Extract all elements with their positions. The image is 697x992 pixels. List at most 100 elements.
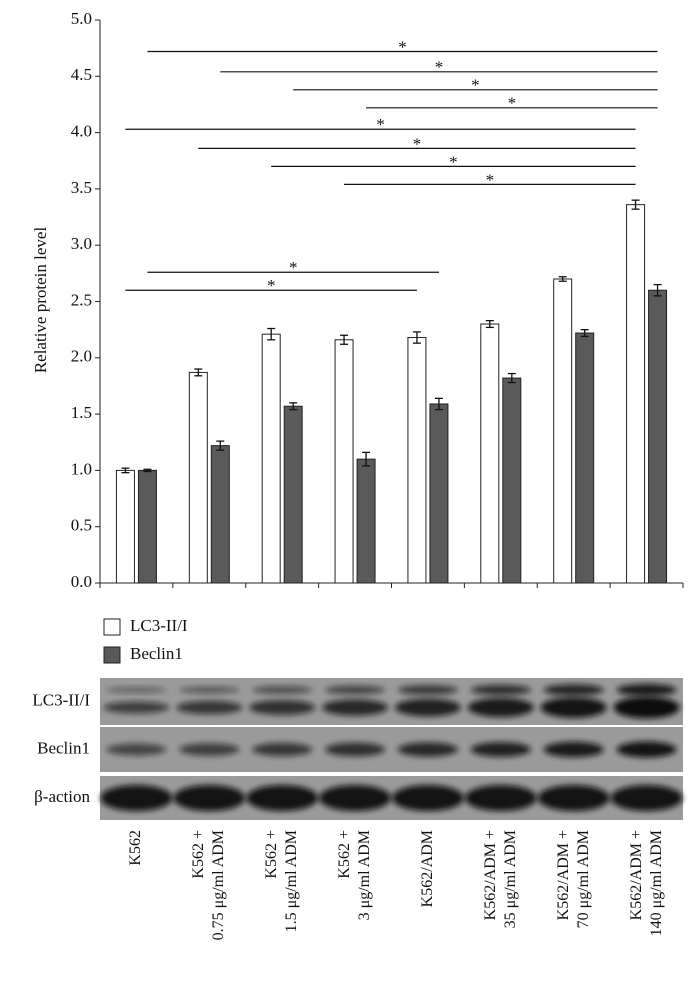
bar [480, 323, 500, 584]
x-tick-label: K562 + 3 μg/ml ADM [336, 830, 374, 921]
blot-band [325, 742, 386, 757]
error-bar [631, 199, 640, 210]
y-tick-label: 4.0 [71, 122, 92, 141]
blot-band [464, 785, 537, 811]
error-bar [340, 334, 349, 345]
blot-band [319, 785, 392, 811]
bar [575, 332, 595, 584]
significance-star: * [471, 76, 480, 95]
significance-star: * [376, 115, 385, 134]
bar [429, 403, 449, 584]
blot-band [100, 785, 173, 811]
bar [648, 289, 668, 584]
bar [334, 339, 354, 584]
blot-band [173, 785, 246, 811]
error-bar [194, 368, 203, 377]
bar [261, 333, 281, 584]
blot-band [616, 684, 677, 696]
blot-band [616, 741, 677, 758]
significance-star: * [449, 152, 458, 171]
error-bar [434, 397, 443, 411]
significance-star: * [435, 58, 444, 77]
x-tick-label: K562/ADM + 35 μg/ml ADM [481, 830, 519, 929]
blot-band [467, 697, 534, 718]
error-bar [289, 402, 298, 411]
significance-star: * [413, 134, 422, 153]
bar [210, 445, 230, 584]
legend-label: Beclin1 [130, 644, 183, 663]
blot-band [394, 698, 461, 717]
blot-band [246, 785, 319, 811]
y-axis-label: Relative protein level [31, 227, 50, 374]
blot-band [543, 684, 604, 696]
significance-star: * [398, 37, 407, 56]
y-tick-label: 1.5 [71, 403, 92, 422]
x-tick-label: K562/ADM + 70 μg/ml ADM [554, 830, 592, 929]
y-tick-label: 3.0 [71, 234, 92, 253]
blot-band [106, 743, 167, 756]
bar [356, 458, 376, 584]
x-tick-label: K562/ADM [418, 830, 436, 908]
y-tick-label: 2.0 [71, 347, 92, 366]
y-tick-label: 3.5 [71, 178, 92, 197]
blot-band [397, 742, 458, 757]
y-tick-label: 5.0 [71, 9, 92, 28]
bar [188, 371, 208, 584]
blot-band [252, 742, 313, 757]
y-tick-label: 2.5 [71, 290, 92, 309]
y-tick-label: 0.5 [71, 516, 92, 535]
x-tick-label: K562/ADM + 140 μg/ml ADM [627, 830, 665, 937]
blot-band [179, 743, 240, 756]
bar [115, 469, 135, 584]
legend-label: LC3-II/I [130, 616, 188, 635]
error-bar [216, 440, 225, 451]
blot-band [610, 785, 683, 811]
blot-band [179, 686, 240, 694]
bar [626, 204, 646, 584]
x-tick-label: K562 [127, 830, 145, 866]
blot-row-label: Beclin1 [37, 738, 90, 757]
error-bar [143, 468, 152, 473]
bar [553, 278, 573, 584]
blot-band [249, 700, 316, 715]
significance-star: * [508, 94, 517, 113]
legend-swatch [103, 646, 121, 664]
legend-swatch [103, 618, 121, 636]
error-bar [653, 283, 662, 297]
error-bar [580, 328, 589, 338]
bar [283, 405, 303, 584]
x-tick-label: K562 + 1.5 μg/ml ADM [263, 830, 301, 933]
blot-band [470, 742, 531, 757]
blot-band [397, 685, 458, 695]
blot-band [470, 684, 531, 696]
y-tick-label: 1.0 [71, 459, 92, 478]
significance-star: * [289, 258, 298, 277]
y-tick-label: 4.5 [71, 65, 92, 84]
blot-band [543, 741, 604, 758]
error-bar [121, 467, 130, 474]
error-bar [267, 327, 276, 341]
blot-band [613, 696, 680, 719]
blot-band [106, 687, 167, 693]
bar [502, 377, 522, 584]
blot-band [103, 701, 170, 714]
blot-band [176, 700, 243, 715]
x-tick-label: K562 + 0.75 μg/ml ADM [190, 830, 228, 941]
bar [407, 337, 427, 584]
error-bar [485, 319, 494, 329]
error-bar [507, 372, 516, 384]
blot-band [252, 686, 313, 694]
error-bar [412, 331, 421, 344]
blot-row-label: β-action [34, 787, 90, 806]
blot-band [322, 699, 389, 716]
y-tick-label: 0.0 [71, 572, 92, 591]
blot-band [537, 785, 610, 811]
error-bar [362, 451, 371, 467]
blot-band [540, 697, 607, 718]
blot-band [325, 685, 386, 695]
blot-band [391, 785, 464, 811]
error-bar [558, 276, 567, 282]
significance-star: * [486, 170, 495, 189]
